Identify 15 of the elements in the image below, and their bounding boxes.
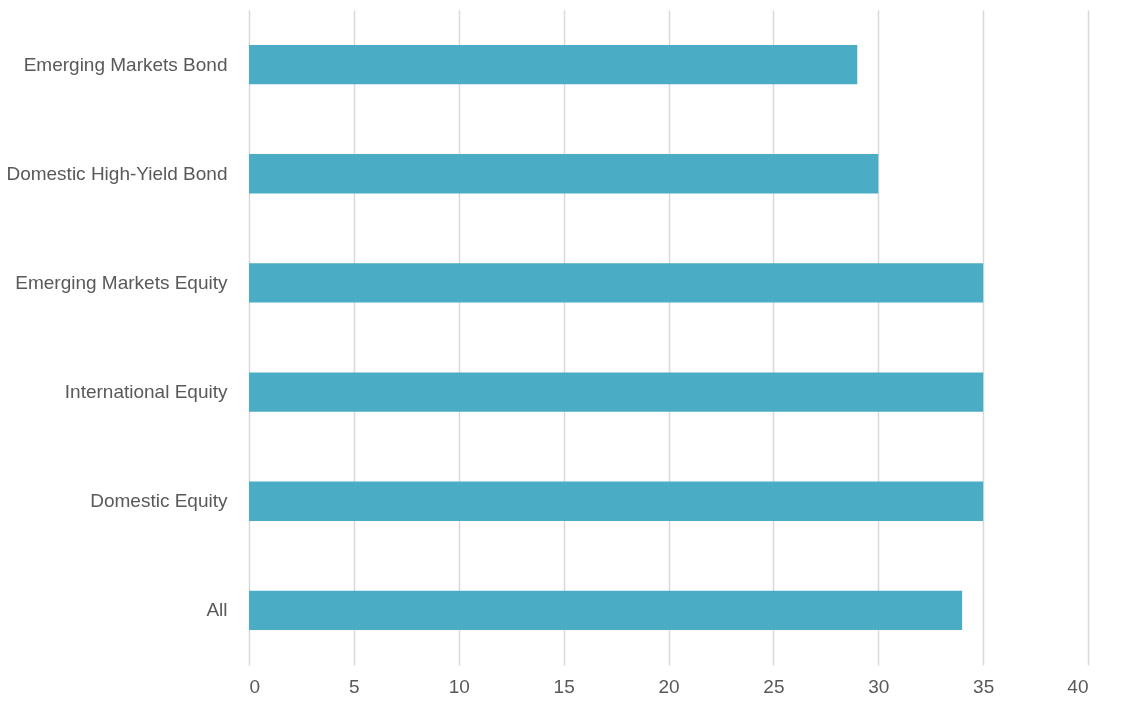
x-tick-label: 10	[448, 675, 470, 697]
x-tick-label: 40	[1067, 675, 1089, 697]
y-tick-label: Emerging Markets Equity	[15, 271, 228, 293]
x-tick-label: 20	[658, 675, 680, 697]
y-tick-label: Domestic Equity	[90, 490, 228, 512]
x-tick-label: 5	[349, 675, 360, 697]
x-tick-label: 25	[763, 675, 785, 697]
x-tick-label: 15	[553, 675, 575, 697]
x-tick-label: 35	[973, 675, 995, 697]
x-tick-label: 0	[249, 675, 261, 697]
y-tick-label: Domestic High-Yield Bond	[6, 162, 228, 184]
y-tick-label: All	[206, 599, 228, 621]
y-tick-label: Emerging Markets Bond	[23, 53, 228, 75]
x-tick-label: 30	[868, 675, 890, 697]
y-tick-label: International Equity	[64, 381, 228, 403]
